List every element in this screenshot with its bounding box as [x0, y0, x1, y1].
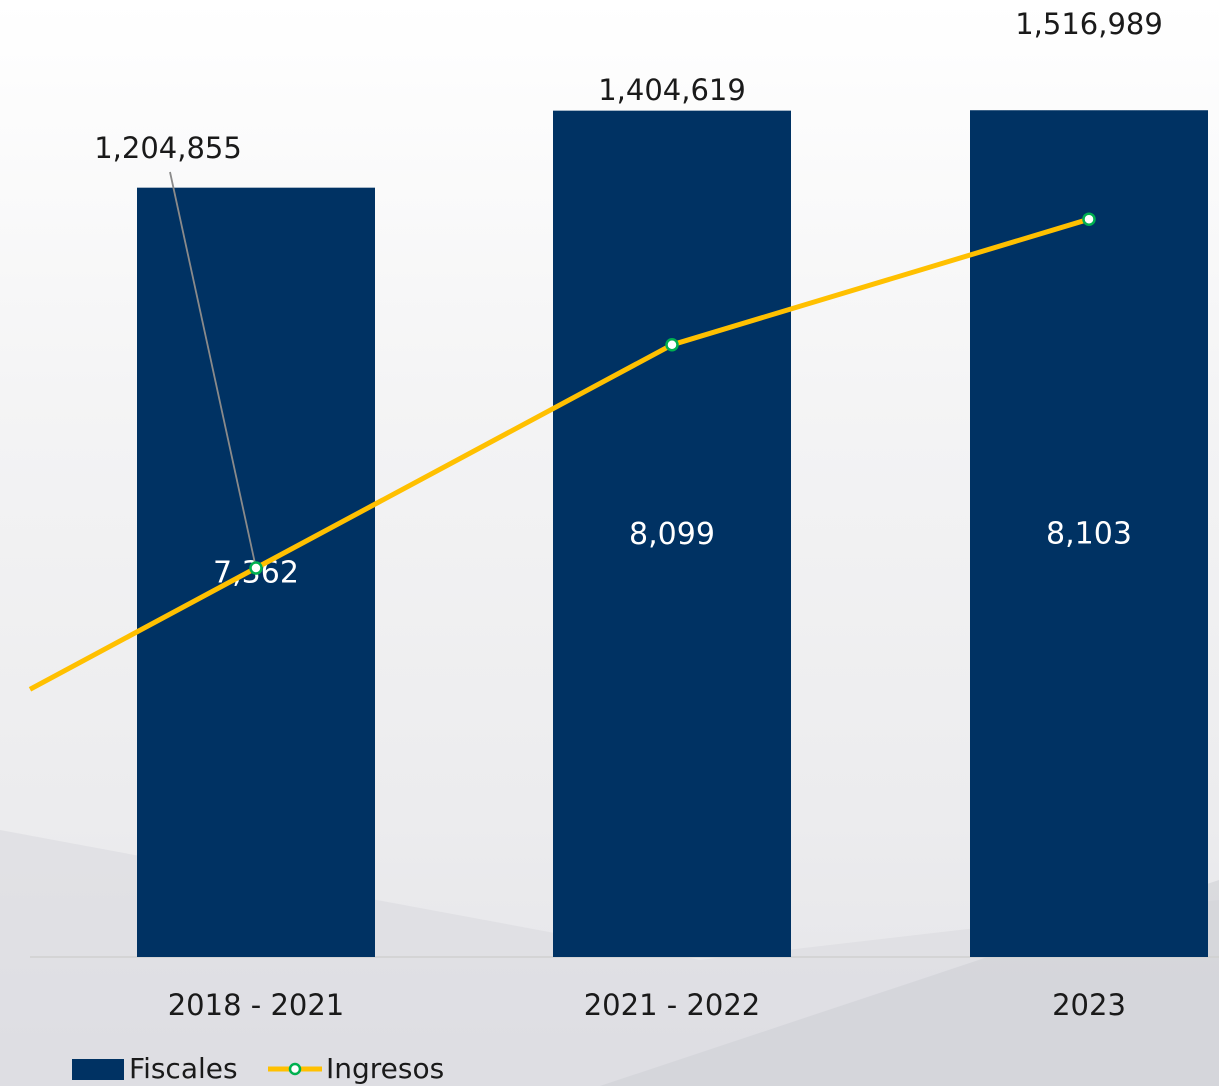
line-ingresos-leader-1 — [169, 171, 257, 569]
line-ingresos-label-3: 1,516,989 — [1015, 7, 1163, 41]
x-tick-label-1: 2018 - 2021 — [168, 988, 345, 1022]
bar-fiscales-3 — [970, 110, 1208, 957]
line-ingresos-label-1: 1,204,855 — [94, 131, 242, 165]
bar-fiscales-2 — [553, 110, 791, 958]
legend-fiscales-label: Fiscales — [129, 1052, 238, 1085]
line-ingresos-label-2: 1,404,619 — [598, 73, 746, 107]
line-ingresos-marker-1 — [249, 561, 263, 575]
x-tick-label-3: 2023 — [1052, 988, 1126, 1022]
legend-ingresos-label: Ingresos — [326, 1052, 444, 1085]
line-ingresos-marker-2 — [665, 338, 679, 352]
legend: Fiscales Ingresos — [72, 1052, 444, 1085]
legend-fiscales-swatch — [72, 1059, 124, 1080]
line-ingresos — [28, 216, 1090, 692]
legend-ingresos-marker — [288, 1062, 302, 1076]
x-tick-label-2: 2021 - 2022 — [584, 988, 761, 1022]
line-ingresos-marker-3 — [1082, 212, 1096, 226]
bar-fiscales-label-2: 8,099 — [629, 517, 715, 552]
bar-fiscales-label-3: 8,103 — [1046, 517, 1132, 552]
